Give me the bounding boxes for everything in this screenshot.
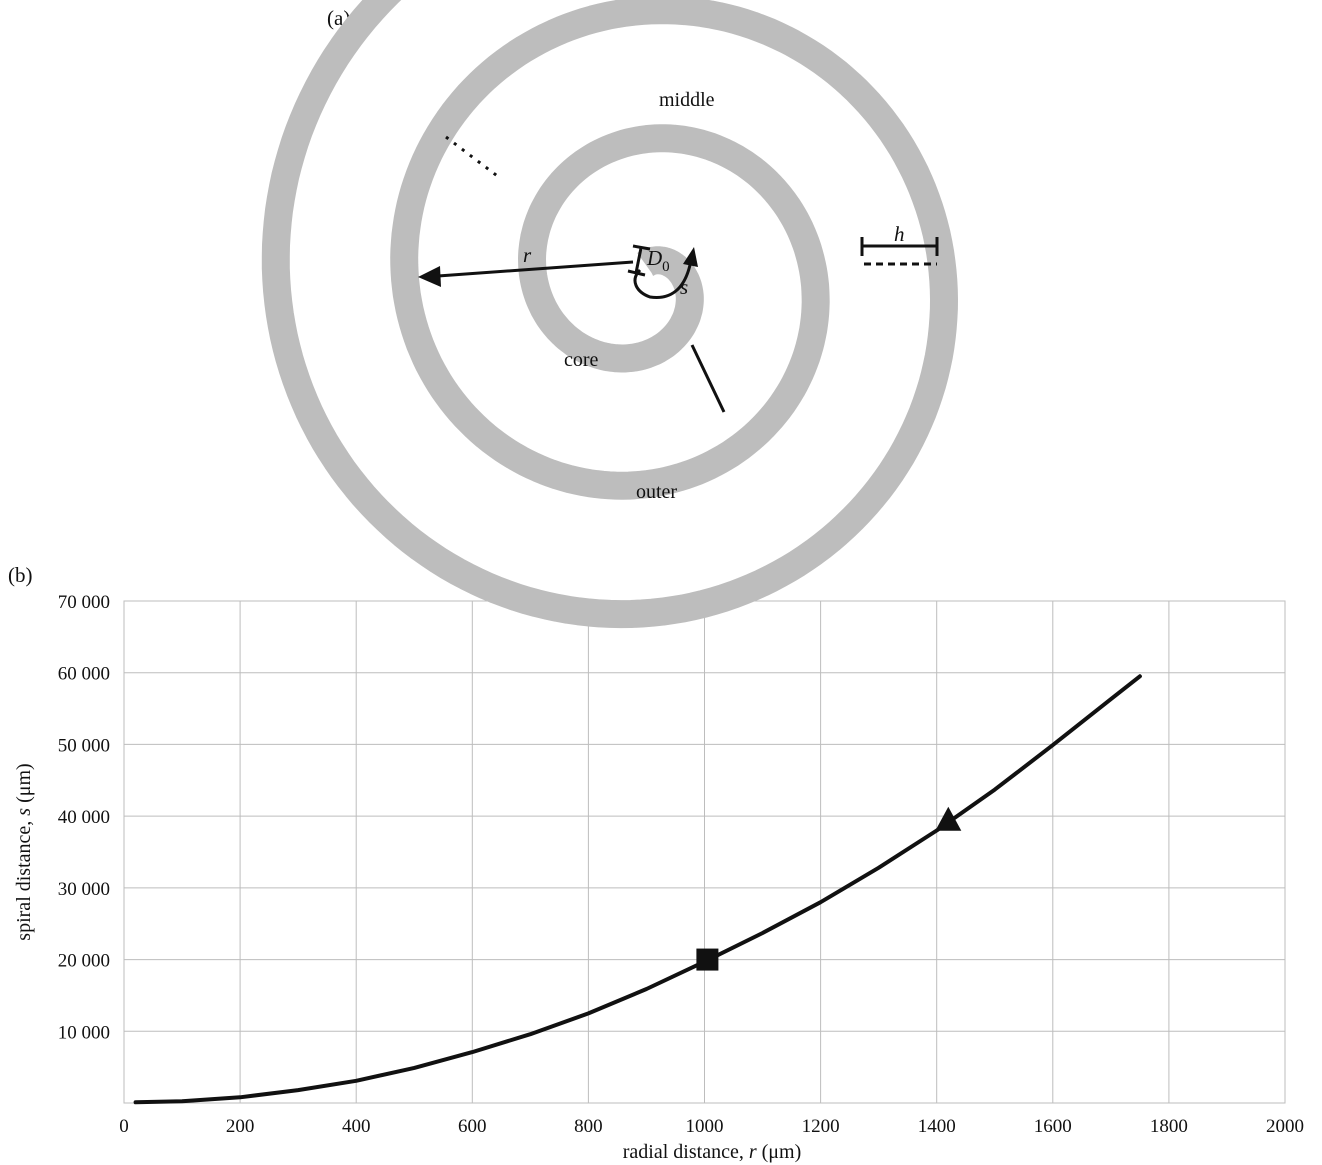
panel-b-label: (b) [8,563,33,587]
y-tick-label: 20 000 [58,951,110,972]
r-arrow [418,260,634,287]
spiral-strip [261,0,958,629]
x-axis-title: radial distance, r (μm) [623,1141,801,1163]
y-tick-label: 30 000 [58,879,110,900]
y-tick-label: 50 000 [58,735,110,756]
r-symbol: r [523,243,532,267]
d0-symbol: D0 [646,246,670,275]
chart-grid [123,600,1286,1104]
y-tick-label: 70 000 [58,592,110,613]
h-bracket [860,237,939,266]
x-tick-labels: 0 200 400 600 800 1000 1200 1400 1600 1800 2000 [119,1116,1304,1137]
y-tick-label: 40 000 [58,807,110,828]
region-outer-label: outer [636,481,677,503]
x-tick-label: 1800 [1150,1116,1188,1137]
panel-b: (b) 0 200 400 600 800 1000 1200 1400 1600 1800 200… [8,563,1304,1163]
y-tick-label: 60 000 [58,664,110,685]
chart-markers [696,806,962,971]
x-tick-label: 800 [574,1116,603,1137]
x-tick-label: 200 [226,1116,255,1137]
s-arrow [633,247,698,300]
y-axis-title: spiral distance, s (μm) [13,763,35,940]
x-tick-label: 400 [342,1116,371,1137]
x-tick-label: 1400 [918,1116,956,1137]
y-tick-label: 10 000 [58,1022,110,1043]
square-marker [696,948,719,971]
triangle-marker [935,806,962,831]
plot-frame [123,600,1286,1104]
y-tick-labels: 10 000 20 000 30 000 40 000 50 000 60 000 70 0… [58,592,110,1043]
dotted-radius-line [445,135,501,180]
x-tick-label: 0 [119,1116,129,1137]
region-middle-label: middle [659,89,715,111]
solid-radius-line [690,344,726,413]
region-core-label: core [564,349,599,371]
panel-a: (a) r D0 s h [261,0,958,629]
s-symbol: s [680,275,688,299]
x-tick-label: 1600 [1034,1116,1072,1137]
h-symbol: h [894,222,905,246]
x-tick-label: 2000 [1266,1116,1304,1137]
series-line [133,674,1142,1105]
x-tick-label: 1200 [802,1116,840,1137]
x-tick-label: 1000 [686,1116,724,1137]
chart-series [133,674,1142,1105]
x-tick-label: 600 [458,1116,487,1137]
